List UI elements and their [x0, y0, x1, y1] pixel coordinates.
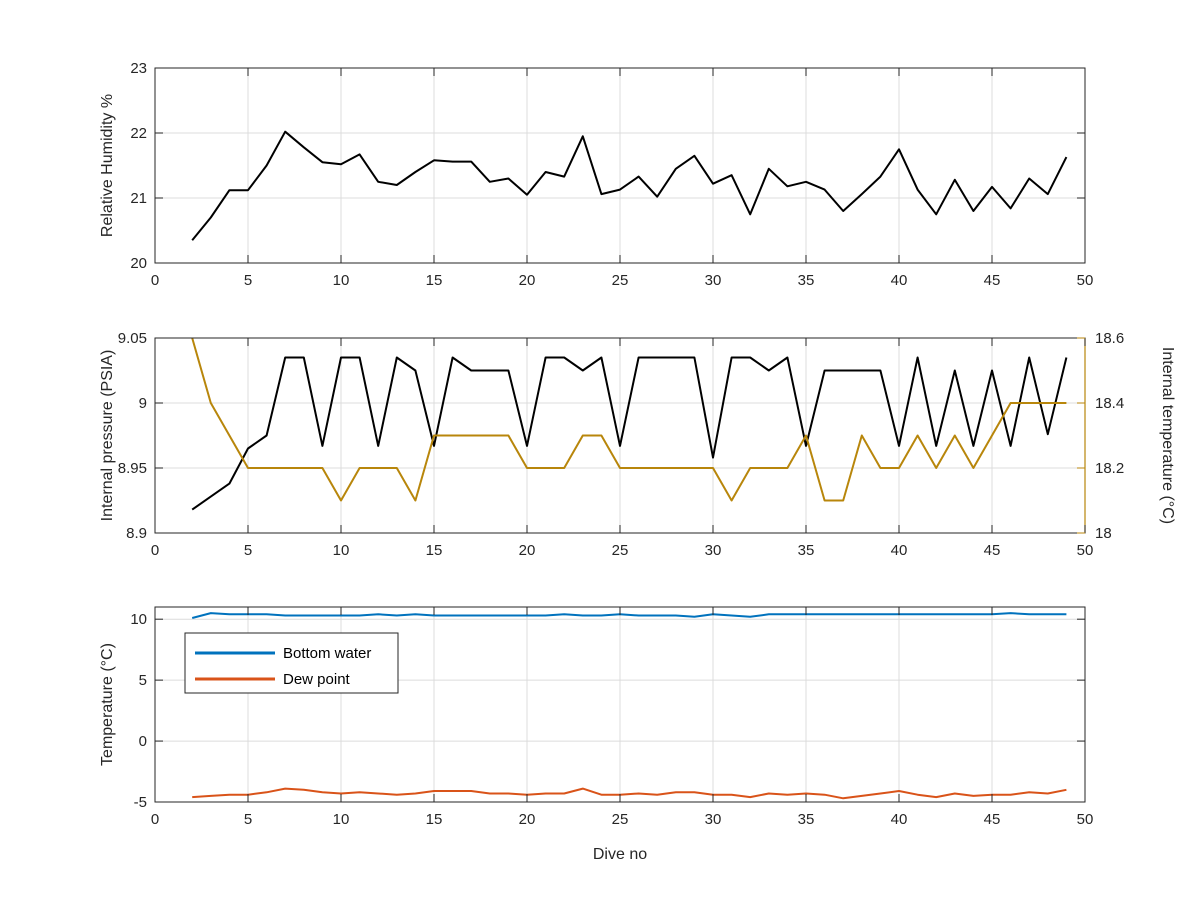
x-tick-label: 45 — [984, 811, 1001, 828]
y-tick-label: 20 — [130, 255, 147, 272]
y-tick-label: 9.05 — [118, 330, 147, 347]
x-tick-label: 20 — [519, 811, 536, 828]
x-tick-label: 35 — [798, 542, 815, 559]
legend-box — [184, 632, 399, 694]
bottom-water-series-line — [191, 612, 1067, 619]
x-tick-label: 0 — [151, 542, 159, 559]
humidity-series-line — [191, 130, 1068, 241]
y-axis-label: Internal pressure (PSIA) — [99, 350, 116, 522]
x-tick-label: 10 — [333, 272, 350, 289]
y-tick-label: 21 — [130, 190, 147, 207]
right-y-tick-label: 18.6 — [1095, 330, 1124, 347]
y-tick-label: 8.9 — [126, 525, 147, 542]
right-y-tick-label: 18.4 — [1095, 395, 1124, 412]
y-tick-label: 0 — [139, 733, 147, 750]
legend-label: Bottom water — [283, 645, 371, 662]
x-tick-label: 30 — [705, 272, 722, 289]
x-axis-label: Dive no — [593, 846, 647, 863]
x-tick-label: 50 — [1077, 272, 1094, 289]
x-tick-label: 25 — [612, 272, 629, 289]
y-tick-label: 22 — [130, 125, 147, 142]
internal-temperature-series-line — [191, 337, 1067, 502]
x-tick-label: 40 — [891, 811, 908, 828]
right-y-axis-label: Internal temperature (°C) — [1159, 347, 1176, 524]
y-tick-label: 9 — [139, 395, 147, 412]
legend-label: Dew point — [283, 671, 351, 688]
x-tick-label: 15 — [426, 542, 443, 559]
y-tick-label: 10 — [130, 611, 147, 628]
x-tick-label: 20 — [519, 272, 536, 289]
y-tick-label: 23 — [130, 60, 147, 77]
x-tick-label: 5 — [244, 811, 252, 828]
y-tick-label: -5 — [134, 794, 147, 811]
x-tick-label: 20 — [519, 542, 536, 559]
x-tick-label: 0 — [151, 811, 159, 828]
x-tick-label: 25 — [612, 542, 629, 559]
y-axis-label: Temperature (°C) — [99, 643, 116, 766]
internal-pressure-series-line — [191, 356, 1068, 511]
y-tick-label: 8.95 — [118, 460, 147, 477]
x-tick-label: 45 — [984, 272, 1001, 289]
dew-point-series-line — [192, 787, 1067, 800]
x-tick-label: 50 — [1077, 811, 1094, 828]
y-axis-label: Relative Humidity % — [99, 94, 116, 237]
x-tick-label: 5 — [244, 272, 252, 289]
x-tick-label: 50 — [1077, 542, 1094, 559]
x-tick-label: 35 — [798, 272, 815, 289]
x-tick-label: 10 — [333, 811, 350, 828]
humidity-panel: 0 5 10 15 20 25 30 35 40 45 50 20 21 22 23 Relative Hum… — [99, 60, 1093, 289]
x-tick-label: 10 — [333, 542, 350, 559]
legend: Bottom water Dew point — [184, 632, 399, 694]
right-y-tick-label: 18.2 — [1095, 460, 1124, 477]
pressure-temperature-panel: 0 5 10 15 20 25 30 35 40 45 50 8.9 8.95 9 9.05 18 18.2 18… — [99, 330, 1176, 559]
x-tick-label: 30 — [705, 811, 722, 828]
x-tick-label: 35 — [798, 811, 815, 828]
x-tick-label: 0 — [151, 272, 159, 289]
x-tick-label: 40 — [891, 542, 908, 559]
x-tick-label: 15 — [426, 811, 443, 828]
x-tick-label: 25 — [612, 811, 629, 828]
x-tick-label: 30 — [705, 542, 722, 559]
y-tick-label: 5 — [139, 672, 147, 689]
x-tick-label: 40 — [891, 272, 908, 289]
x-tick-label: 5 — [244, 542, 252, 559]
x-tick-label: 15 — [426, 272, 443, 289]
right-y-tick-label: 18 — [1095, 525, 1112, 542]
x-tick-label: 45 — [984, 542, 1001, 559]
